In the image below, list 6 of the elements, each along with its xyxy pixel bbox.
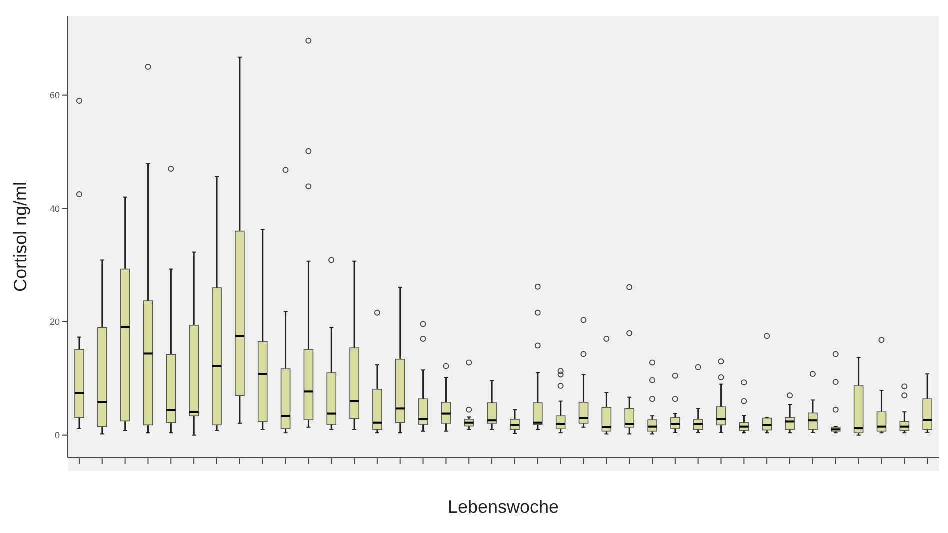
y-axis-title: Cortisol ng/ml xyxy=(10,182,30,292)
y-tick-label: 0 xyxy=(54,430,60,441)
y-tick-label: 60 xyxy=(50,90,60,101)
y-tick-label: 20 xyxy=(50,317,60,328)
x-axis-title: Lebenswoche xyxy=(448,497,560,517)
y-tick-label: 40 xyxy=(50,204,60,214)
